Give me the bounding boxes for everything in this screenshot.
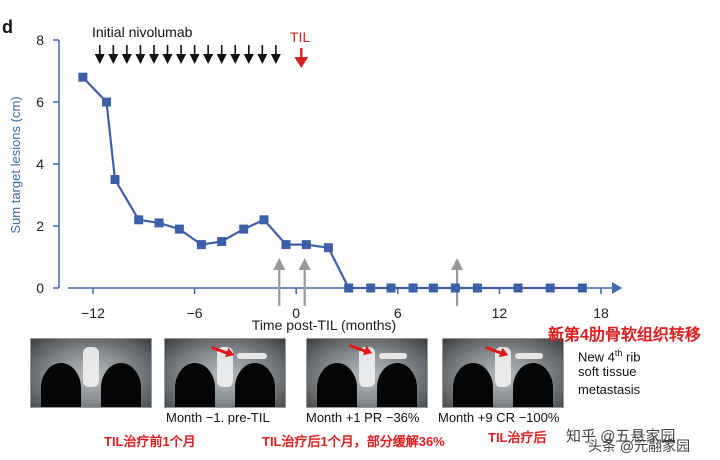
scan-rib-shape	[237, 353, 267, 359]
scan-lung-shape	[513, 363, 553, 407]
y-tick-label: 4	[36, 156, 44, 172]
scan-arrow-head	[298, 258, 311, 270]
ct-scan-2	[164, 338, 286, 408]
scan-caption-3: Month +1 PR −36%	[306, 410, 420, 425]
nivolumab-arrow-head	[257, 54, 268, 64]
data-point	[281, 240, 291, 250]
ct-scan-1	[30, 338, 152, 408]
nivolumab-arrow-head	[203, 54, 214, 64]
axes: 0 2 4 6 8 −12 −6 0 6 12 18	[36, 32, 622, 321]
data-point	[513, 283, 523, 293]
panel-letter: d	[2, 17, 13, 37]
scan-timepoint-arrows	[273, 258, 464, 306]
data-point	[259, 215, 269, 225]
nivolumab-arrow-head	[162, 54, 173, 64]
data-point	[217, 237, 227, 246]
data-point	[154, 218, 164, 228]
nivolumab-arrow-head	[176, 54, 187, 64]
data-point	[450, 283, 460, 293]
scan-rib-shape	[379, 353, 407, 359]
data-point	[301, 240, 311, 250]
scan-caption-2: Month −1. pre-TIL	[166, 410, 270, 425]
side-note-cn-title: 新第4肋骨软组织转移	[548, 327, 701, 344]
watermark-text: 知乎 @五悬家园	[566, 428, 676, 445]
x-tick-label: 0	[292, 305, 300, 321]
series-group	[78, 72, 587, 293]
y-tick-label: 2	[36, 218, 44, 234]
til-arrow	[294, 48, 309, 68]
scan-arrow-head	[451, 258, 464, 270]
y-tick-label: 6	[36, 94, 44, 110]
scan-lung-shape	[377, 363, 417, 407]
data-point	[239, 224, 249, 234]
side-note-line-1-a: New 4	[578, 349, 615, 365]
y-tick-label: 8	[36, 32, 44, 48]
nivolumab-arrow-head	[216, 54, 227, 64]
data-point	[78, 72, 88, 82]
data-point	[386, 283, 396, 293]
watermark-text-2: 头条 @元翮家园	[588, 438, 691, 454]
nivolumab-arrow-head	[243, 54, 254, 64]
side-note-line-1: New 4th rib	[578, 345, 640, 365]
data-point	[472, 283, 482, 293]
x-tick-label: −12	[81, 305, 105, 321]
nivolumab-arrow-head	[108, 54, 119, 64]
scan-lung-shape	[235, 363, 275, 407]
nivolumab-arrow-head	[121, 54, 132, 64]
x-axis-label: Time post-TIL (months)	[252, 317, 396, 333]
x-axis-arrowhead	[612, 282, 622, 294]
data-point	[344, 283, 354, 293]
data-point	[366, 283, 376, 293]
scan-spine-shape	[359, 347, 375, 387]
side-note-line-1-sup: th	[614, 348, 623, 358]
data-point	[110, 175, 120, 184]
side-note-line-1-b: rib	[622, 349, 641, 365]
data-point	[545, 283, 555, 293]
lesion-arrow-icon	[349, 344, 367, 353]
scan-lung-shape	[317, 363, 357, 407]
scan-cn-note-4: TIL治疗后	[488, 430, 547, 445]
data-point	[408, 283, 418, 293]
scan-spine-shape	[83, 347, 99, 387]
nivolumab-arrow-head	[94, 54, 105, 64]
data-point	[102, 97, 112, 107]
nivolumab-arrow-head	[189, 54, 200, 64]
data-point	[196, 240, 206, 250]
series-line	[82, 76, 583, 290]
nivolumab-arrow-head	[135, 54, 146, 64]
scan-cn-note-3: TIL治疗后1个月，部分缓解36%	[262, 434, 445, 449]
x-tick-label: 18	[593, 305, 609, 321]
scan-cn-note-1: TIL治疗前1个月	[104, 434, 196, 449]
scan-lung-shape	[41, 363, 81, 407]
scan-lung-shape	[175, 363, 215, 407]
nivolumab-arrow-head	[230, 54, 241, 64]
data-point	[428, 283, 438, 293]
nivolumab-arrow-head	[270, 54, 281, 64]
ct-scan-3	[306, 338, 428, 408]
nivolumab-label: Initial nivolumab	[92, 24, 193, 40]
ct-scan-4	[442, 338, 564, 408]
scan-lung-shape	[453, 363, 493, 407]
data-point	[134, 215, 144, 225]
scan-rib-shape	[515, 353, 543, 359]
x-tick-label: 6	[394, 305, 402, 321]
data-point	[174, 224, 184, 234]
til-arrow-head	[294, 57, 309, 68]
til-label: TIL	[290, 29, 310, 45]
y-axis-label: Sum target lesions (cm)	[8, 96, 23, 233]
side-note-line-3: metastasis	[578, 382, 641, 397]
side-note-line-2: soft tissue	[578, 364, 637, 379]
x-tick-label: 12	[492, 305, 508, 321]
nivolumab-arrows	[94, 45, 281, 64]
scan-lung-shape	[101, 363, 141, 407]
data-point	[577, 283, 587, 293]
scan-arrow-head	[273, 258, 286, 270]
data-point	[323, 243, 333, 253]
x-tick-label: −6	[187, 305, 203, 321]
nivolumab-arrow-head	[148, 54, 159, 64]
y-tick-label: 0	[36, 280, 44, 296]
scan-caption-4: Month +9 CR −100%	[438, 410, 560, 425]
